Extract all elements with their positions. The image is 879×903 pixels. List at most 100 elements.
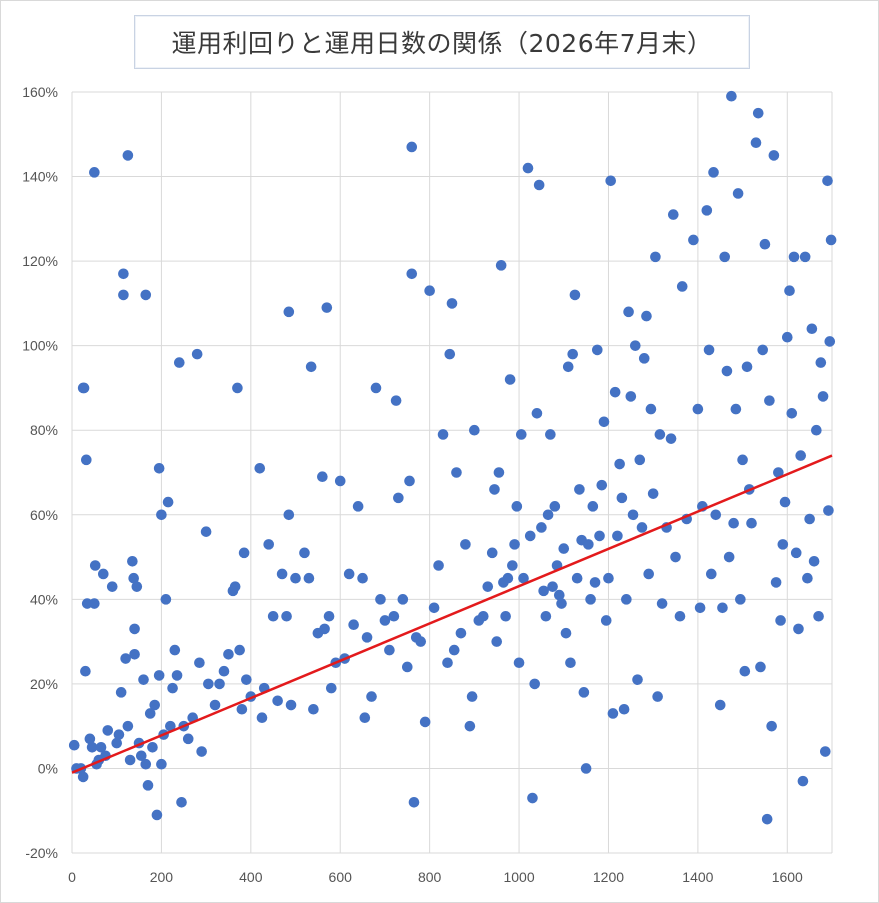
y-axis-tick-labels: -20% 0% 20% 40% 60% 80% 100% 120% 140% 160% xyxy=(22,84,58,861)
chart-title-box: 運用利回りと運用日数の関係（2026年7月末） xyxy=(134,15,750,69)
data-point xyxy=(513,657,525,669)
data-point xyxy=(565,657,576,669)
data-point xyxy=(359,712,371,724)
data-point xyxy=(560,627,572,639)
data-point xyxy=(401,661,413,673)
data-point xyxy=(303,572,315,584)
data-point xyxy=(587,501,599,512)
data-point xyxy=(746,517,757,529)
data-point xyxy=(160,594,172,605)
data-point xyxy=(808,555,820,567)
data-point xyxy=(596,479,608,491)
data-point xyxy=(542,509,554,521)
data-point xyxy=(793,623,804,635)
data-point xyxy=(191,348,203,360)
y-tick-label: 160% xyxy=(22,84,58,100)
data-point xyxy=(625,391,637,402)
data-point xyxy=(444,348,456,360)
data-point xyxy=(408,796,420,808)
data-point xyxy=(500,610,511,622)
data-point xyxy=(504,374,516,385)
data-point xyxy=(357,572,368,584)
data-point xyxy=(605,175,617,187)
data-point xyxy=(68,739,80,751)
data-point xyxy=(366,691,377,702)
data-point xyxy=(89,560,101,571)
data-point xyxy=(281,610,292,622)
data-point xyxy=(144,708,156,719)
y-tick-label: 20% xyxy=(30,676,58,692)
data-point xyxy=(786,408,798,419)
data-point xyxy=(553,589,565,601)
data-point xyxy=(799,251,811,263)
data-point xyxy=(203,678,214,690)
data-point xyxy=(654,429,666,440)
data-point xyxy=(406,268,418,280)
data-point xyxy=(200,526,212,537)
y-tick-label: 40% xyxy=(30,591,58,607)
data-point xyxy=(464,720,476,732)
data-point xyxy=(424,285,435,297)
data-point xyxy=(162,496,174,508)
data-point xyxy=(276,568,288,580)
data-point xyxy=(182,733,194,745)
data-point xyxy=(775,615,786,626)
y-tick-label: -20% xyxy=(25,845,58,861)
data-point xyxy=(540,610,552,622)
x-tick-label: 800 xyxy=(418,869,442,885)
data-point xyxy=(238,547,250,559)
data-point xyxy=(797,775,809,787)
data-point xyxy=(737,454,748,466)
data-point xyxy=(739,665,751,677)
data-point xyxy=(558,543,570,554)
data-point xyxy=(131,581,143,592)
data-point xyxy=(493,467,505,478)
data-point xyxy=(80,665,91,677)
data-point xyxy=(547,581,558,592)
data-point xyxy=(773,467,784,478)
data-point xyxy=(813,610,824,622)
data-point xyxy=(752,107,764,119)
data-point xyxy=(692,403,704,415)
data-point xyxy=(256,712,268,724)
data-point xyxy=(491,636,503,647)
data-point xyxy=(415,636,427,647)
data-point xyxy=(153,462,165,474)
data-point xyxy=(609,386,621,398)
data-point xyxy=(790,547,802,559)
data-point xyxy=(89,167,100,178)
data-point xyxy=(823,505,834,516)
data-point xyxy=(140,758,152,770)
data-point xyxy=(106,581,118,592)
data-point xyxy=(348,619,359,630)
data-point xyxy=(122,720,134,732)
data-point xyxy=(321,302,333,313)
data-point xyxy=(165,720,176,732)
data-point xyxy=(755,661,766,673)
data-point xyxy=(111,737,123,749)
data-point xyxy=(120,653,131,664)
data-points xyxy=(68,90,837,825)
data-point xyxy=(824,336,836,347)
x-tick-label: 600 xyxy=(329,869,353,885)
data-point xyxy=(598,416,610,428)
y-tick-label: 60% xyxy=(30,507,58,523)
grid-lines xyxy=(71,91,833,854)
data-point xyxy=(802,572,813,584)
data-point xyxy=(232,382,243,394)
x-tick-label: 1000 xyxy=(503,869,534,885)
data-point xyxy=(509,539,520,550)
data-point xyxy=(113,729,125,740)
data-point xyxy=(819,746,831,757)
data-point xyxy=(721,365,733,377)
data-point xyxy=(507,560,518,571)
data-point xyxy=(323,610,335,622)
data-point xyxy=(717,602,728,614)
data-point xyxy=(81,454,92,466)
data-point xyxy=(676,281,688,292)
data-point xyxy=(719,251,731,263)
data-point xyxy=(571,572,583,584)
y-tick-label: 80% xyxy=(30,422,58,438)
x-tick-label: 400 xyxy=(239,869,263,885)
